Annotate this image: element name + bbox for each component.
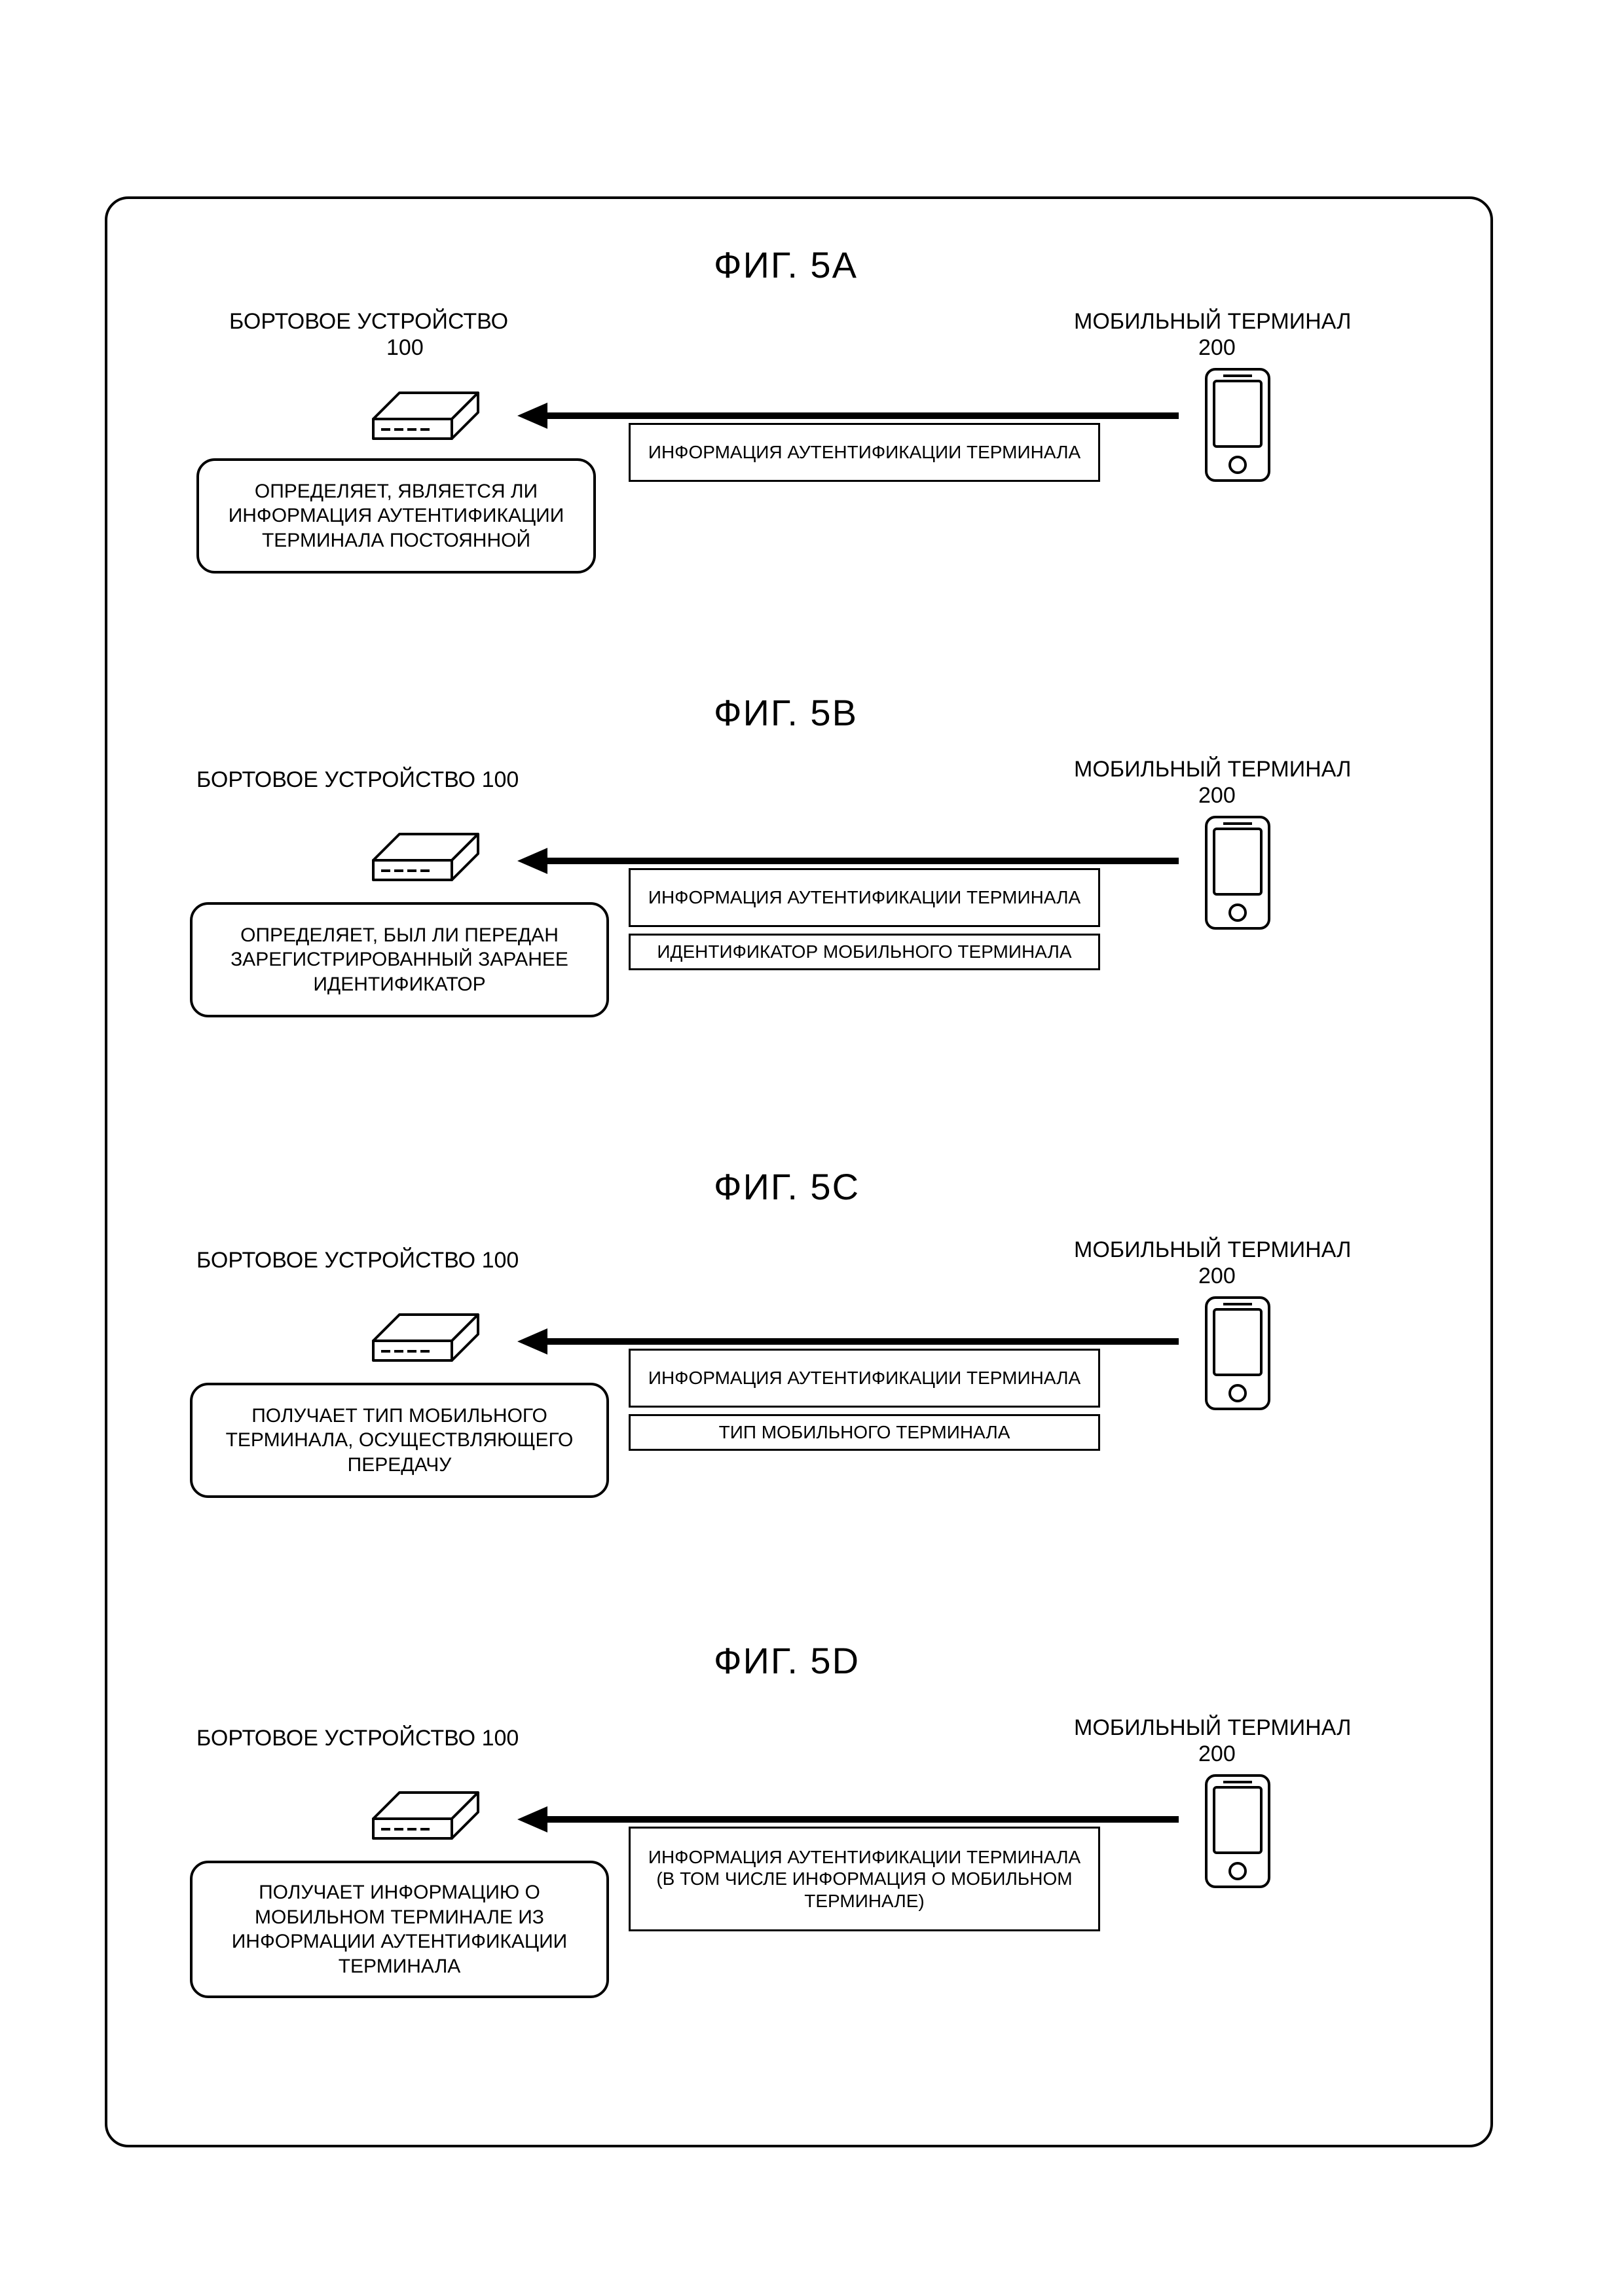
fig-5b-arrow-head	[517, 848, 547, 874]
fig-5c-title: ФИГ. 5C	[714, 1165, 860, 1208]
fig-5a-title: ФИГ. 5A	[714, 244, 858, 286]
fig-5b-arrow-line	[547, 858, 1179, 864]
mobile-terminal-icon	[1192, 1768, 1283, 1899]
fig-5b-right-label: МОБИЛЬНЫЙ ТЕРМИНАЛ	[1074, 757, 1351, 782]
onboard-device-icon	[354, 1766, 485, 1845]
fig-5c-msg2: ТИП МОБИЛЬНОГО ТЕРМИНАЛА	[629, 1414, 1100, 1451]
fig-5b-msg1: ИНФОРМАЦИЯ АУТЕНТИФИКАЦИИ ТЕРМИНАЛА	[629, 868, 1100, 927]
fig-5b-left-label: БОРТОВОЕ УСТРОЙСТВО 100	[196, 767, 519, 793]
fig-5b-action: ОПРЕДЕЛЯЕТ, БЫЛ ЛИ ПЕРЕДАН ЗАРЕГИСТРИРОВ…	[190, 902, 609, 1017]
fig-5a-left-label: БОРТОВОЕ УСТРОЙСТВО	[229, 309, 508, 335]
fig-5a-msg1: ИНФОРМАЦИЯ АУТЕНТИФИКАЦИИ ТЕРМИНАЛА	[629, 423, 1100, 482]
fig-5d-right-num: 200	[1198, 1741, 1236, 1767]
fig-5d-left-label: БОРТОВОЕ УСТРОЙСТВО 100	[196, 1726, 519, 1751]
fig-5a-action: ОПРЕДЕЛЯЕТ, ЯВЛЯЕТСЯ ЛИ ИНФОРМАЦИЯ АУТЕН…	[196, 458, 596, 574]
fig-5c-right-num: 200	[1198, 1264, 1236, 1289]
fig-5c-msg1: ИНФОРМАЦИЯ АУТЕНТИФИКАЦИИ ТЕРМИНАЛА	[629, 1349, 1100, 1408]
fig-5c-left-label: БОРТОВОЕ УСТРОЙСТВО 100	[196, 1248, 519, 1273]
fig-5c-right-label: МОБИЛЬНЫЙ ТЕРМИНАЛ	[1074, 1237, 1351, 1263]
fig-5d-action: ПОЛУЧАЕТ ИНФОРМАЦИЮ О МОБИЛЬНОМ ТЕРМИНАЛ…	[190, 1861, 609, 1998]
page: ФИГ. 5A БОРТОВОЕ УСТРОЙСТВО 100 МОБИЛЬНЫ…	[0, 0, 1624, 2296]
fig-5b-msg2: ИДЕНТИФИКАТОР МОБИЛЬНОГО ТЕРМИНАЛА	[629, 934, 1100, 970]
fig-5d-title: ФИГ. 5D	[714, 1639, 860, 1682]
fig-5d-right-label: МОБИЛЬНЫЙ ТЕРМИНАЛ	[1074, 1715, 1351, 1741]
mobile-terminal-icon	[1192, 1290, 1283, 1421]
fig-5c-action: ПОЛУЧАЕТ ТИП МОБИЛЬНОГО ТЕРМИНАЛА, ОСУЩЕ…	[190, 1383, 609, 1498]
onboard-device-icon	[354, 367, 485, 445]
fig-5b-title: ФИГ. 5B	[714, 691, 858, 734]
fig-5a-arrow-head	[517, 403, 547, 429]
fig-5b-right-num: 200	[1198, 783, 1236, 809]
mobile-terminal-icon	[1192, 361, 1283, 492]
fig-5d-msg1: ИНФОРМАЦИЯ АУТЕНТИФИКАЦИИ ТЕРМИНАЛА (В Т…	[629, 1827, 1100, 1931]
onboard-device-icon	[354, 808, 485, 886]
mobile-terminal-icon	[1192, 809, 1283, 940]
fig-5c-arrow-line	[547, 1338, 1179, 1345]
fig-5c-arrow-head	[517, 1328, 547, 1355]
fig-5d-arrow-line	[547, 1816, 1179, 1823]
fig-5a-right-label: МОБИЛЬНЫЙ ТЕРМИНАЛ	[1074, 309, 1351, 335]
onboard-device-icon	[354, 1288, 485, 1367]
fig-5d-arrow-head	[517, 1806, 547, 1832]
fig-5a-arrow-line	[547, 412, 1179, 419]
fig-5a-right-num: 200	[1198, 335, 1236, 361]
fig-5a-left-num: 100	[386, 335, 424, 361]
